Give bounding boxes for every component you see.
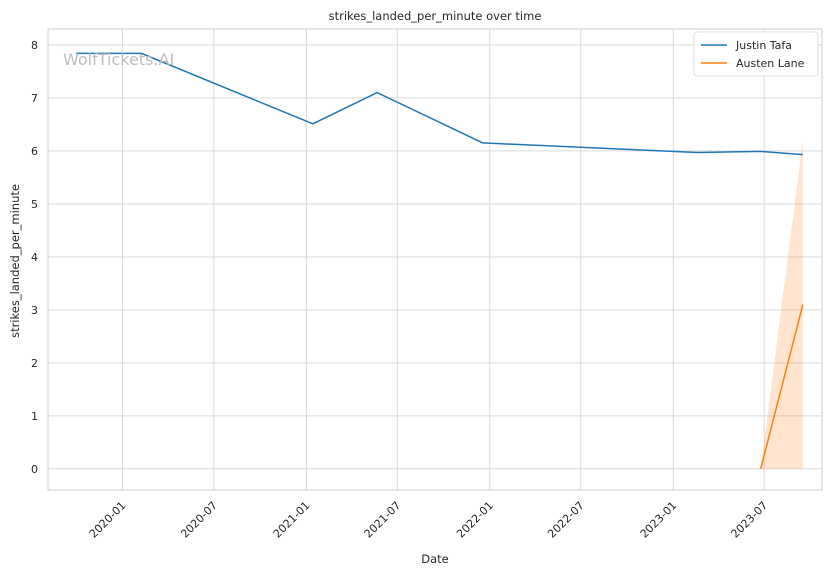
y-tick-label: 2 xyxy=(31,357,38,370)
legend-label: Austen Lane xyxy=(736,57,805,70)
series-band xyxy=(760,140,803,469)
watermark-text: WolfTickets.AI xyxy=(63,50,174,69)
y-tick-label: 6 xyxy=(31,145,38,158)
plot-frame xyxy=(47,28,823,491)
y-tick-label: 0 xyxy=(31,463,38,476)
confidence-bands xyxy=(760,140,803,469)
gridlines xyxy=(48,29,822,490)
legend-label: Justin Tafa xyxy=(735,39,792,52)
y-axis-title: strikes_landed_per_minute xyxy=(8,184,22,338)
legend: Justin Tafa Austen Lane xyxy=(693,31,819,77)
y-tick-label: 3 xyxy=(31,304,38,317)
series-line xyxy=(76,52,803,156)
y-axis-ticks: 0 1 2 3 4 5 6 7 8 xyxy=(31,39,38,476)
series-lines xyxy=(76,52,804,469)
x-axis-title: Date xyxy=(421,552,449,566)
y-tick-label: 7 xyxy=(31,92,38,105)
y-tick-label: 4 xyxy=(31,251,38,264)
series-line xyxy=(759,304,804,469)
chart-title: strikes_landed_per_minute over time xyxy=(329,9,542,23)
y-tick-label: 5 xyxy=(31,198,38,211)
legend-box xyxy=(693,31,819,77)
y-tick-label: 1 xyxy=(31,410,38,423)
y-tick-label: 8 xyxy=(31,39,38,52)
